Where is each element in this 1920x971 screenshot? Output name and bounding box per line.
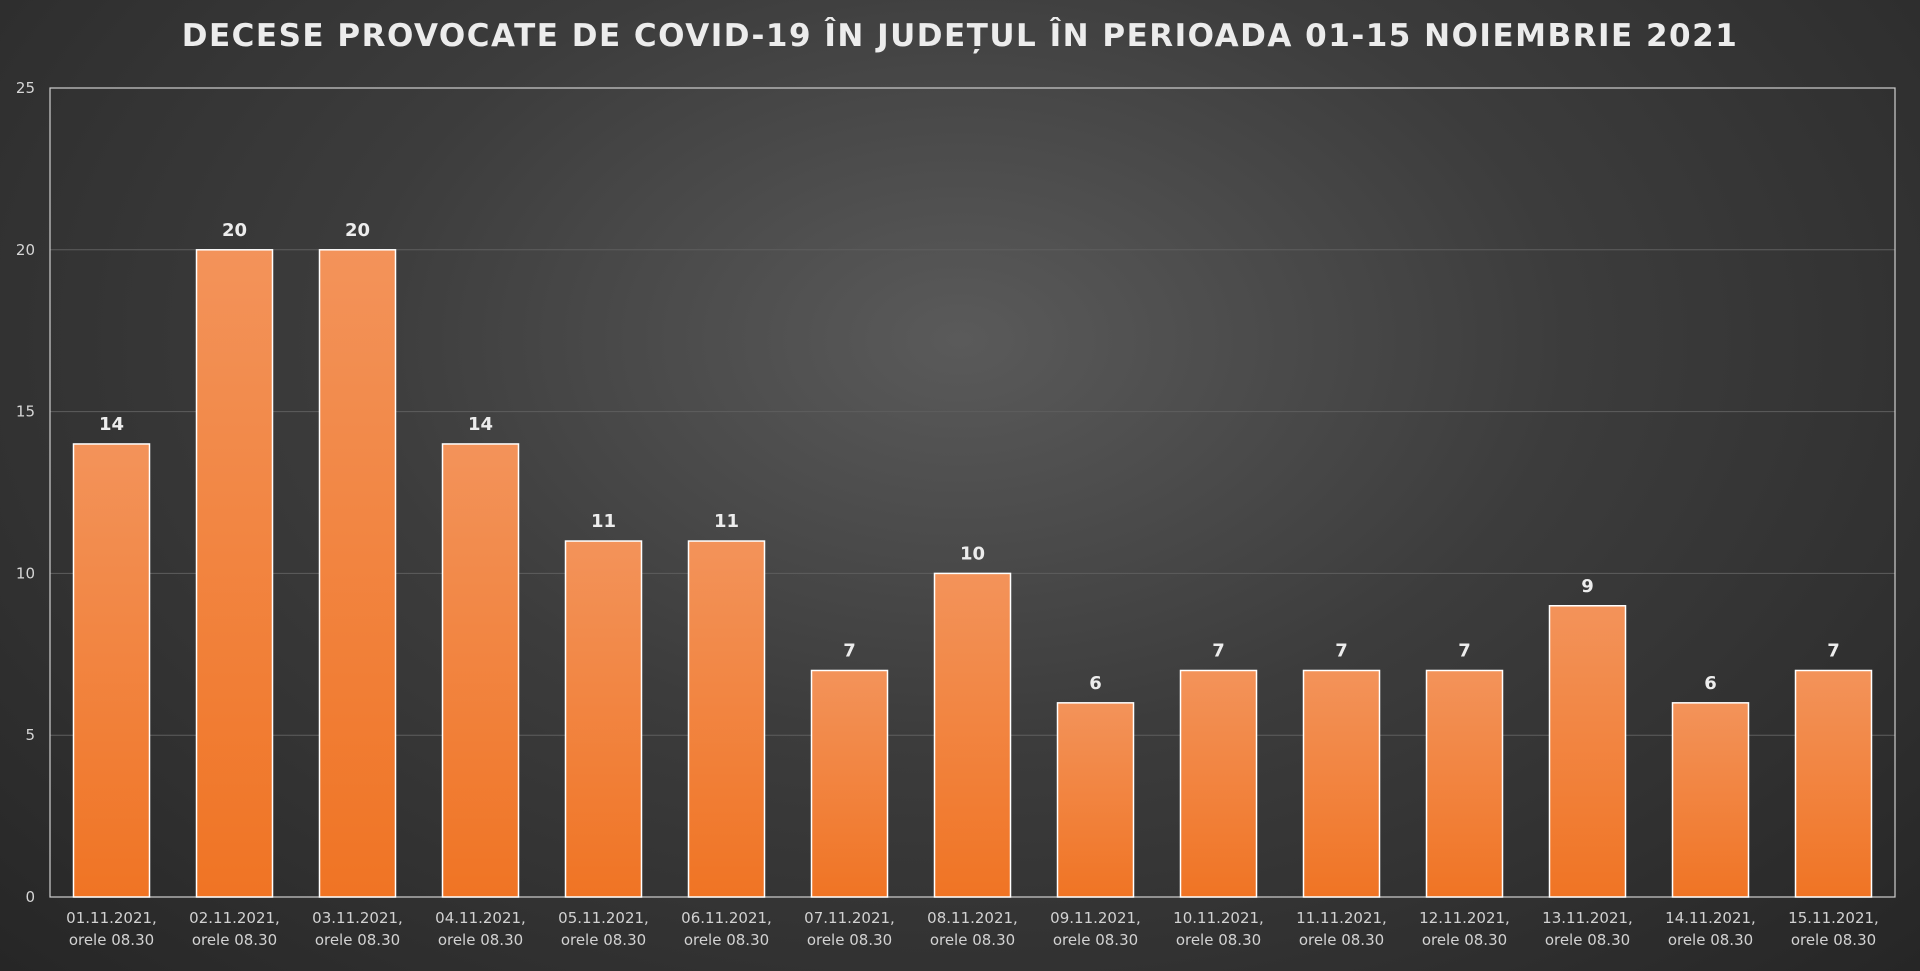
data-labels: 14 20 20 14 11 11 7 10 6 7 7 7 9 6 7: [99, 220, 1840, 694]
y-tick-label: 0: [25, 888, 35, 906]
bar: [1794, 669, 1873, 898]
x-tick-label: 09.11.2021,: [1050, 909, 1141, 927]
x-tick-label: orele 08.30: [438, 931, 523, 949]
bar: [933, 572, 1012, 898]
x-tick-label: 13.11.2021,: [1542, 909, 1633, 927]
x-tick-label: orele 08.30: [930, 931, 1015, 949]
x-tick-label: 14.11.2021,: [1665, 909, 1756, 927]
x-tick-label: orele 08.30: [807, 931, 892, 949]
data-label: 14: [468, 414, 493, 435]
bar: [441, 443, 520, 898]
bar: [564, 540, 643, 898]
data-label: 7: [1827, 640, 1840, 661]
x-tick-label: orele 08.30: [1791, 931, 1876, 949]
data-label: 6: [1704, 673, 1717, 694]
bar: [1056, 702, 1135, 898]
x-tick-label: orele 08.30: [1422, 931, 1507, 949]
bar: [318, 249, 397, 898]
y-tick-label: 5: [25, 726, 35, 744]
y-tick-label: 10: [16, 564, 35, 582]
x-tick-label: 03.11.2021,: [312, 909, 403, 927]
data-label: 11: [591, 511, 616, 532]
y-tick-label: 20: [16, 241, 35, 259]
bar: [1548, 605, 1627, 898]
x-tick-label: 04.11.2021,: [435, 909, 526, 927]
data-label: 7: [1335, 640, 1348, 661]
bar: [72, 443, 151, 898]
bar: [687, 540, 766, 898]
data-label: 7: [1212, 640, 1225, 661]
chart-title: DECESE PROVOCATE DE COVID-19 ÎN JUDEȚUL …: [181, 18, 1739, 54]
data-label: 7: [843, 640, 856, 661]
bar: [1302, 669, 1381, 898]
x-tick-label: 07.11.2021,: [804, 909, 895, 927]
x-tick-label: 12.11.2021,: [1419, 909, 1510, 927]
x-tick-labels: 01.11.2021, orele 08.30 02.11.2021, orele 0…: [66, 909, 1879, 949]
bar: [1425, 669, 1504, 898]
x-tick-label: orele 08.30: [192, 931, 277, 949]
x-tick-label: orele 08.30: [561, 931, 646, 949]
data-label: 20: [345, 220, 370, 241]
x-tick-label: 10.11.2021,: [1173, 909, 1264, 927]
x-tick-label: orele 08.30: [315, 931, 400, 949]
x-tick-label: 08.11.2021,: [927, 909, 1018, 927]
y-tick-labels: 0 5 10 15 20 25: [16, 79, 35, 906]
bars: [72, 249, 1873, 898]
data-label: 11: [714, 511, 739, 532]
y-tick-label: 15: [16, 403, 35, 421]
x-tick-label: 02.11.2021,: [189, 909, 280, 927]
data-label: 10: [960, 543, 985, 564]
data-label: 7: [1458, 640, 1471, 661]
data-label: 14: [99, 414, 124, 435]
bar: [195, 249, 274, 898]
bar: [1179, 669, 1258, 898]
data-label: 9: [1581, 576, 1594, 597]
bar: [1671, 702, 1750, 898]
data-label: 20: [222, 220, 247, 241]
x-tick-label: orele 08.30: [1545, 931, 1630, 949]
x-tick-label: orele 08.30: [1299, 931, 1384, 949]
y-tick-label: 25: [16, 79, 35, 97]
x-tick-label: 06.11.2021,: [681, 909, 772, 927]
x-tick-label: orele 08.30: [684, 931, 769, 949]
x-tick-label: orele 08.30: [1053, 931, 1138, 949]
x-tick-label: orele 08.30: [69, 931, 154, 949]
x-tick-label: orele 08.30: [1176, 931, 1261, 949]
x-tick-label: 15.11.2021,: [1788, 909, 1879, 927]
data-label: 6: [1089, 673, 1102, 694]
x-tick-label: 05.11.2021,: [558, 909, 649, 927]
x-tick-label: orele 08.30: [1668, 931, 1753, 949]
x-tick-label: 11.11.2021,: [1296, 909, 1387, 927]
bar: [810, 669, 889, 898]
x-tick-label: 01.11.2021,: [66, 909, 157, 927]
